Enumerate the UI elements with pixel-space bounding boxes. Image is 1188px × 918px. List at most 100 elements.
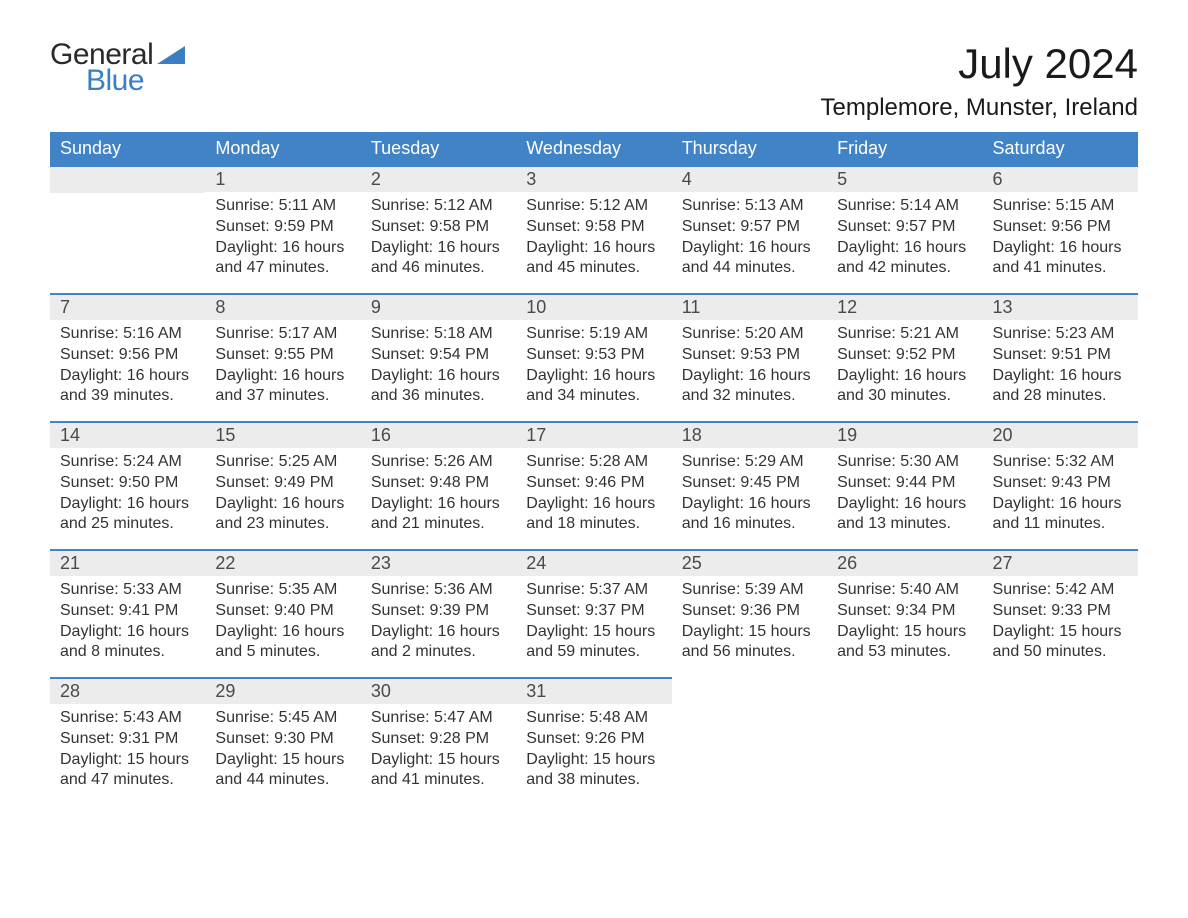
sunrise-text: Sunrise: 5:12 AM: [526, 196, 661, 217]
sunrise-text: Sunrise: 5:17 AM: [215, 324, 350, 345]
calendar-week: 14Sunrise: 5:24 AMSunset: 9:50 PMDayligh…: [50, 422, 1138, 550]
calendar-table: SundayMondayTuesdayWednesdayThursdayFrid…: [50, 132, 1138, 806]
day-data: Sunrise: 5:12 AMSunset: 9:58 PMDaylight:…: [361, 192, 516, 289]
sunset-text: Sunset: 9:45 PM: [682, 473, 817, 494]
day-header: Saturday: [983, 132, 1138, 166]
sunset-text: Sunset: 9:48 PM: [371, 473, 506, 494]
calendar-cell: 5Sunrise: 5:14 AMSunset: 9:57 PMDaylight…: [827, 166, 982, 294]
sunset-text: Sunset: 9:54 PM: [371, 345, 506, 366]
logo-triangle-icon: [157, 44, 185, 68]
daylight-text: Daylight: 15 hours and 56 minutes.: [682, 622, 817, 664]
calendar-cell: 14Sunrise: 5:24 AMSunset: 9:50 PMDayligh…: [50, 422, 205, 550]
location: Templemore, Munster, Ireland: [821, 94, 1138, 122]
calendar-cell: 15Sunrise: 5:25 AMSunset: 9:49 PMDayligh…: [205, 422, 360, 550]
calendar-cell: [672, 678, 827, 806]
day-header: Monday: [205, 132, 360, 166]
daylight-text: Daylight: 16 hours and 32 minutes.: [682, 366, 817, 408]
daylight-text: Daylight: 16 hours and 8 minutes.: [60, 622, 195, 664]
calendar-cell: 2Sunrise: 5:12 AMSunset: 9:58 PMDaylight…: [361, 166, 516, 294]
calendar-cell: 24Sunrise: 5:37 AMSunset: 9:37 PMDayligh…: [516, 550, 671, 678]
title-block: July 2024 Templemore, Munster, Ireland: [821, 40, 1138, 122]
sunrise-text: Sunrise: 5:11 AM: [215, 196, 350, 217]
sunrise-text: Sunrise: 5:36 AM: [371, 580, 506, 601]
day-data: Sunrise: 5:30 AMSunset: 9:44 PMDaylight:…: [827, 448, 982, 545]
sunrise-text: Sunrise: 5:40 AM: [837, 580, 972, 601]
sunrise-text: Sunrise: 5:19 AM: [526, 324, 661, 345]
daylight-text: Daylight: 16 hours and 25 minutes.: [60, 494, 195, 536]
day-number: 20: [983, 423, 1138, 448]
calendar-cell: 19Sunrise: 5:30 AMSunset: 9:44 PMDayligh…: [827, 422, 982, 550]
calendar-cell: 26Sunrise: 5:40 AMSunset: 9:34 PMDayligh…: [827, 550, 982, 678]
daylight-text: Daylight: 16 hours and 45 minutes.: [526, 238, 661, 280]
daylight-text: Daylight: 16 hours and 39 minutes.: [60, 366, 195, 408]
calendar-cell: 6Sunrise: 5:15 AMSunset: 9:56 PMDaylight…: [983, 166, 1138, 294]
calendar-cell: 12Sunrise: 5:21 AMSunset: 9:52 PMDayligh…: [827, 294, 982, 422]
sunset-text: Sunset: 9:43 PM: [993, 473, 1128, 494]
day-data: Sunrise: 5:37 AMSunset: 9:37 PMDaylight:…: [516, 576, 671, 673]
day-number: 1: [205, 167, 360, 192]
sunset-text: Sunset: 9:46 PM: [526, 473, 661, 494]
calendar-cell: [827, 678, 982, 806]
day-data: Sunrise: 5:29 AMSunset: 9:45 PMDaylight:…: [672, 448, 827, 545]
day-number: 15: [205, 423, 360, 448]
calendar-cell: 27Sunrise: 5:42 AMSunset: 9:33 PMDayligh…: [983, 550, 1138, 678]
daylight-text: Daylight: 16 hours and 47 minutes.: [215, 238, 350, 280]
day-data: Sunrise: 5:32 AMSunset: 9:43 PMDaylight:…: [983, 448, 1138, 545]
sunrise-text: Sunrise: 5:13 AM: [682, 196, 817, 217]
sunset-text: Sunset: 9:56 PM: [60, 345, 195, 366]
sunrise-text: Sunrise: 5:12 AM: [371, 196, 506, 217]
day-number: 28: [50, 679, 205, 704]
calendar-cell: 16Sunrise: 5:26 AMSunset: 9:48 PMDayligh…: [361, 422, 516, 550]
sunrise-text: Sunrise: 5:14 AM: [837, 196, 972, 217]
sunrise-text: Sunrise: 5:25 AM: [215, 452, 350, 473]
sunrise-text: Sunrise: 5:15 AM: [993, 196, 1128, 217]
day-number: 5: [827, 167, 982, 192]
day-number: 29: [205, 679, 360, 704]
sunset-text: Sunset: 9:56 PM: [993, 217, 1128, 238]
day-data: Sunrise: 5:26 AMSunset: 9:48 PMDaylight:…: [361, 448, 516, 545]
day-data: Sunrise: 5:42 AMSunset: 9:33 PMDaylight:…: [983, 576, 1138, 673]
day-number: 11: [672, 295, 827, 320]
sunrise-text: Sunrise: 5:32 AM: [993, 452, 1128, 473]
calendar-cell: 29Sunrise: 5:45 AMSunset: 9:30 PMDayligh…: [205, 678, 360, 806]
sunset-text: Sunset: 9:58 PM: [371, 217, 506, 238]
sunrise-text: Sunrise: 5:39 AM: [682, 580, 817, 601]
calendar-cell: 8Sunrise: 5:17 AMSunset: 9:55 PMDaylight…: [205, 294, 360, 422]
calendar-cell: 17Sunrise: 5:28 AMSunset: 9:46 PMDayligh…: [516, 422, 671, 550]
daylight-text: Daylight: 16 hours and 30 minutes.: [837, 366, 972, 408]
sunset-text: Sunset: 9:53 PM: [682, 345, 817, 366]
daylight-text: Daylight: 16 hours and 23 minutes.: [215, 494, 350, 536]
sunrise-text: Sunrise: 5:45 AM: [215, 708, 350, 729]
day-data: Sunrise: 5:33 AMSunset: 9:41 PMDaylight:…: [50, 576, 205, 673]
sunrise-text: Sunrise: 5:21 AM: [837, 324, 972, 345]
day-data: Sunrise: 5:43 AMSunset: 9:31 PMDaylight:…: [50, 704, 205, 801]
daylight-text: Daylight: 16 hours and 46 minutes.: [371, 238, 506, 280]
daylight-text: Daylight: 15 hours and 53 minutes.: [837, 622, 972, 664]
calendar-cell: 22Sunrise: 5:35 AMSunset: 9:40 PMDayligh…: [205, 550, 360, 678]
sunset-text: Sunset: 9:52 PM: [837, 345, 972, 366]
daylight-text: Daylight: 16 hours and 41 minutes.: [993, 238, 1128, 280]
sunset-text: Sunset: 9:50 PM: [60, 473, 195, 494]
day-number: 22: [205, 551, 360, 576]
sunset-text: Sunset: 9:55 PM: [215, 345, 350, 366]
daylight-text: Daylight: 16 hours and 11 minutes.: [993, 494, 1128, 536]
sunrise-text: Sunrise: 5:20 AM: [682, 324, 817, 345]
day-data: Sunrise: 5:14 AMSunset: 9:57 PMDaylight:…: [827, 192, 982, 289]
calendar-cell: 13Sunrise: 5:23 AMSunset: 9:51 PMDayligh…: [983, 294, 1138, 422]
day-number: 24: [516, 551, 671, 576]
calendar-cell: 18Sunrise: 5:29 AMSunset: 9:45 PMDayligh…: [672, 422, 827, 550]
calendar-cell: 25Sunrise: 5:39 AMSunset: 9:36 PMDayligh…: [672, 550, 827, 678]
day-header: Tuesday: [361, 132, 516, 166]
sunrise-text: Sunrise: 5:37 AM: [526, 580, 661, 601]
day-number: 30: [361, 679, 516, 704]
sunrise-text: Sunrise: 5:24 AM: [60, 452, 195, 473]
daylight-text: Daylight: 15 hours and 41 minutes.: [371, 750, 506, 792]
sunrise-text: Sunrise: 5:33 AM: [60, 580, 195, 601]
sunset-text: Sunset: 9:28 PM: [371, 729, 506, 750]
daylight-text: Daylight: 16 hours and 18 minutes.: [526, 494, 661, 536]
day-data: Sunrise: 5:19 AMSunset: 9:53 PMDaylight:…: [516, 320, 671, 417]
sunrise-text: Sunrise: 5:16 AM: [60, 324, 195, 345]
day-number: 7: [50, 295, 205, 320]
calendar-header-row: SundayMondayTuesdayWednesdayThursdayFrid…: [50, 132, 1138, 166]
day-number: 27: [983, 551, 1138, 576]
